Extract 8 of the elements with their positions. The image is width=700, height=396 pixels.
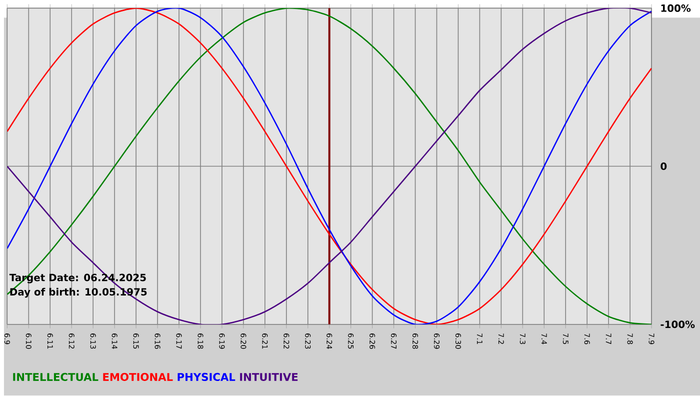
text: EMOTIONAL xyxy=(103,373,173,382)
text: PHYSICAL xyxy=(178,373,236,382)
y-tick-label: -100% xyxy=(660,320,695,328)
y-tick-label: 0 xyxy=(660,162,667,170)
line-series xyxy=(7,8,652,325)
y-tick-label: 100% xyxy=(661,4,691,12)
text: INTELLECTUAL xyxy=(13,373,98,382)
text: INTUITIVE xyxy=(240,373,298,382)
